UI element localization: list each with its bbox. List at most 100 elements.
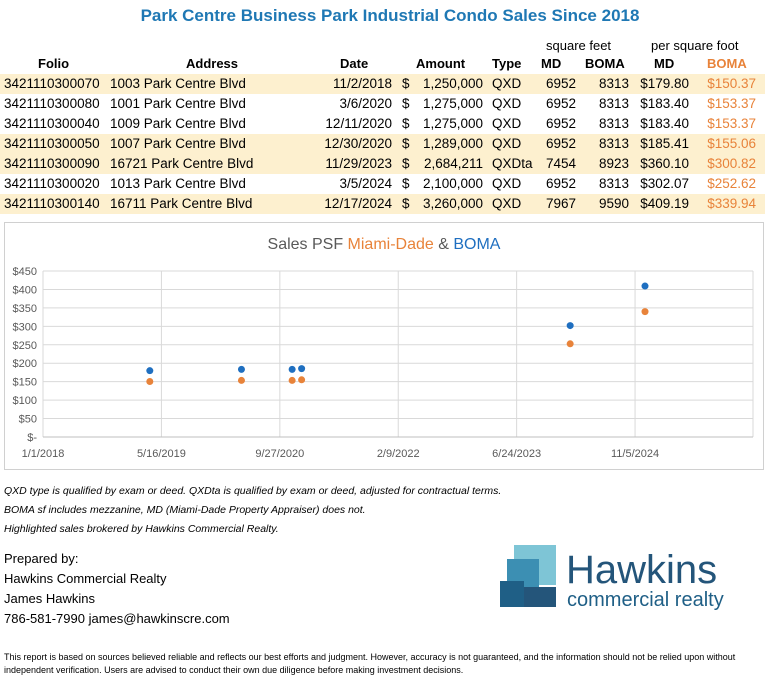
currency-symbol: $ bbox=[402, 196, 410, 211]
boma-psf-point bbox=[298, 376, 306, 384]
cell-psf-md: $183.40 bbox=[640, 116, 689, 131]
cell-sf-md: 7967 bbox=[545, 196, 576, 211]
cell-psf-md: $302.07 bbox=[640, 176, 689, 191]
table-row: $3421110300140 16711 Park Centre Blvd 12/1… bbox=[0, 194, 765, 214]
cell-folio: 3421110300080 bbox=[4, 96, 100, 111]
boma-psf-point bbox=[146, 378, 154, 386]
boma-psf-point bbox=[237, 376, 245, 384]
note-qxd: QXD type is qualified by exam or deed. Q… bbox=[4, 485, 502, 497]
header-sf-md: MD bbox=[541, 56, 562, 71]
header-amount: Amount bbox=[416, 56, 466, 71]
prepared-name: James Hawkins bbox=[4, 591, 96, 606]
cell-psf-boma: $300.82 bbox=[707, 156, 756, 171]
logo-bar bbox=[524, 587, 556, 607]
cell-address: 16721 Park Centre Blvd bbox=[110, 156, 254, 171]
cell-sf-boma: 9590 bbox=[598, 196, 629, 211]
cell-amount: 2,684,211 bbox=[423, 156, 483, 171]
cell-sf-boma: 8923 bbox=[598, 156, 629, 171]
cell-sf-md: 6952 bbox=[545, 176, 576, 191]
cell-psf-md: $183.40 bbox=[640, 96, 689, 111]
md-psf-point bbox=[237, 365, 245, 373]
currency-symbol: $ bbox=[402, 96, 410, 111]
boma-psf-point bbox=[641, 308, 649, 316]
note-highlight: Highlighted sales brokered by Hawkins Co… bbox=[4, 523, 279, 535]
cell-amount: 3,260,000 bbox=[422, 196, 483, 211]
y-tick-label: $50 bbox=[19, 414, 37, 426]
cell-folio: 3421110300040 bbox=[4, 116, 100, 131]
y-tick-label: $200 bbox=[13, 358, 37, 370]
cell-address: 1007 Park Centre Blvd bbox=[110, 136, 246, 151]
cell-sf-boma: 8313 bbox=[598, 96, 629, 111]
x-tick-label: 6/24/2023 bbox=[492, 448, 541, 460]
y-tick-label: $150 bbox=[13, 377, 37, 389]
chart-title-part: BOMA bbox=[453, 236, 500, 253]
chart-area: Sales PSF Miami-Dade & BOMA $- $50 $100 $150… bbox=[4, 222, 764, 470]
group-header-square-feet: square feet bbox=[546, 38, 612, 53]
cell-sf-md: 6952 bbox=[545, 76, 576, 91]
header-type: Type bbox=[492, 56, 522, 71]
chart-title-part: Sales PSF bbox=[268, 236, 348, 253]
cell-folio: 3421110300050 bbox=[4, 136, 100, 151]
y-tick-label: $- bbox=[27, 432, 37, 444]
cell-type: QXD bbox=[492, 136, 522, 151]
currency-symbol: $ bbox=[402, 176, 410, 191]
x-tick-label: 11/5/2024 bbox=[611, 448, 659, 460]
cell-amount: 1,275,000 bbox=[422, 116, 483, 131]
table-row: $3421110300080 1001 Park Centre Blvd 3/6/2… bbox=[0, 94, 765, 114]
cell-folio: 3421110300020 bbox=[4, 176, 100, 191]
header-date: Date bbox=[340, 56, 369, 71]
cell-folio: 3421110300140 bbox=[4, 196, 100, 211]
currency-symbol: $ bbox=[402, 116, 410, 131]
cell-type: QXD bbox=[492, 176, 522, 191]
y-tick-label: $350 bbox=[13, 303, 37, 315]
cell-sf-md: 6952 bbox=[545, 136, 576, 151]
cell-amount: 2,100,000 bbox=[422, 176, 483, 191]
page-title: Park Centre Business Park Industrial Con… bbox=[140, 6, 640, 25]
cell-sf-md: 6952 bbox=[545, 116, 576, 131]
cell-address: 1009 Park Centre Blvd bbox=[110, 116, 246, 131]
cell-psf-boma: $339.94 bbox=[707, 196, 756, 211]
y-tick-label: $100 bbox=[13, 395, 37, 407]
cell-address: 1013 Park Centre Blvd bbox=[110, 176, 246, 191]
cell-psf-boma: $252.62 bbox=[707, 176, 756, 191]
currency-symbol: $ bbox=[402, 76, 410, 91]
cell-address: 1001 Park Centre Blvd bbox=[110, 96, 246, 111]
cell-sf-md: 7454 bbox=[545, 156, 576, 171]
cell-psf-boma: $153.37 bbox=[707, 116, 756, 131]
chart-title: Sales PSF Miami-Dade & BOMA bbox=[268, 236, 501, 253]
md-psf-point bbox=[146, 367, 154, 375]
cell-folio: 3421110300070 bbox=[4, 76, 100, 91]
cell-psf-md: $185.41 bbox=[640, 136, 689, 151]
cell-address: 1003 Park Centre Blvd bbox=[110, 76, 246, 91]
logo-square-dark bbox=[500, 581, 524, 607]
prepared-label: Prepared by: bbox=[4, 551, 79, 566]
header-address: Address bbox=[186, 56, 239, 71]
cell-type: QXD bbox=[492, 96, 522, 111]
cell-sf-boma: 8313 bbox=[598, 136, 629, 151]
cell-sf-boma: 8313 bbox=[598, 116, 629, 131]
cell-psf-md: $409.19 bbox=[640, 196, 689, 211]
table-row: $3421110300040 1009 Park Centre Blvd 12/11… bbox=[0, 114, 765, 134]
y-tick-label: $450 bbox=[13, 266, 37, 278]
cell-date: 12/11/2020 bbox=[325, 116, 392, 131]
cell-type: QXDta bbox=[492, 156, 533, 171]
x-tick-label: 1/1/2018 bbox=[22, 448, 65, 460]
header-psf-md: MD bbox=[654, 56, 675, 71]
hawkins-logo: Hawkins commercial realty bbox=[500, 545, 724, 611]
cell-date: 11/29/2023 bbox=[325, 156, 392, 171]
md-psf-point bbox=[566, 322, 574, 330]
table-row: $3421110300050 1007 Park Centre Blvd 12/30… bbox=[0, 134, 765, 154]
cell-psf-md: $179.80 bbox=[640, 76, 689, 91]
cell-sf-md: 6952 bbox=[545, 96, 576, 111]
currency-symbol: $ bbox=[402, 136, 410, 151]
cell-date: 12/17/2024 bbox=[324, 196, 392, 211]
header-folio: Folio bbox=[38, 56, 70, 71]
cell-address: 16711 Park Centre Blvd bbox=[110, 196, 253, 211]
md-psf-point bbox=[298, 365, 306, 373]
cell-psf-boma: $150.37 bbox=[707, 76, 756, 91]
y-tick-label: $250 bbox=[13, 340, 37, 352]
cell-sf-boma: 8313 bbox=[598, 176, 629, 191]
cell-date: 3/5/2024 bbox=[339, 176, 392, 191]
note-boma: BOMA sf includes mezzanine, MD (Miami-Da… bbox=[4, 504, 366, 516]
x-tick-label: 5/16/2019 bbox=[137, 448, 186, 460]
